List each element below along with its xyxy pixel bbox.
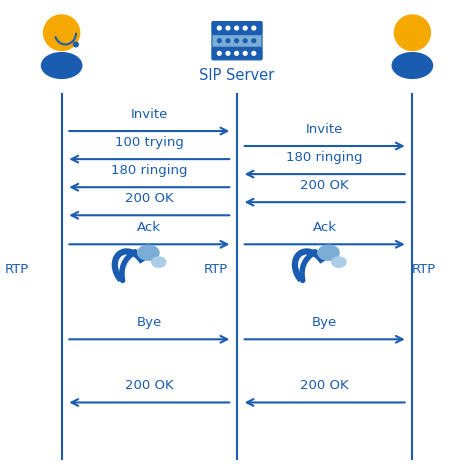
Ellipse shape <box>392 52 432 78</box>
Circle shape <box>226 26 230 30</box>
FancyArrowPatch shape <box>302 252 315 280</box>
Ellipse shape <box>42 52 82 78</box>
Text: 200 OK: 200 OK <box>301 179 349 192</box>
Text: RTP: RTP <box>4 263 29 276</box>
Circle shape <box>218 51 221 55</box>
Text: Ack: Ack <box>137 221 161 234</box>
Circle shape <box>252 26 255 30</box>
Circle shape <box>218 26 221 30</box>
Circle shape <box>235 39 238 43</box>
Ellipse shape <box>137 245 159 260</box>
Text: Bye: Bye <box>312 316 337 329</box>
FancyBboxPatch shape <box>212 22 262 35</box>
FancyBboxPatch shape <box>212 34 262 47</box>
Text: Invite: Invite <box>131 108 168 121</box>
Circle shape <box>252 39 255 43</box>
Text: SIP Server: SIP Server <box>200 68 274 83</box>
Text: Ack: Ack <box>313 221 337 234</box>
Circle shape <box>394 15 430 51</box>
Text: RTP: RTP <box>412 263 437 276</box>
Circle shape <box>235 51 238 55</box>
Circle shape <box>73 42 78 47</box>
Circle shape <box>218 39 221 43</box>
Circle shape <box>235 26 238 30</box>
Circle shape <box>252 51 255 55</box>
Text: 200 OK: 200 OK <box>125 192 173 205</box>
Ellipse shape <box>332 257 346 267</box>
Circle shape <box>243 39 247 43</box>
Ellipse shape <box>152 257 166 267</box>
Text: 200 OK: 200 OK <box>125 379 173 392</box>
Text: Bye: Bye <box>137 316 162 329</box>
Text: RTP: RTP <box>203 263 228 276</box>
Circle shape <box>226 39 230 43</box>
Circle shape <box>44 15 80 51</box>
FancyBboxPatch shape <box>212 47 262 60</box>
Circle shape <box>226 51 230 55</box>
Ellipse shape <box>318 245 339 260</box>
Text: 200 OK: 200 OK <box>301 379 349 392</box>
Text: 180 ringing: 180 ringing <box>286 151 363 164</box>
Text: 180 ringing: 180 ringing <box>111 164 188 177</box>
Circle shape <box>243 51 247 55</box>
Text: Invite: Invite <box>306 123 343 136</box>
Text: 100 trying: 100 trying <box>115 136 184 149</box>
FancyArrowPatch shape <box>122 252 135 280</box>
Circle shape <box>243 26 247 30</box>
